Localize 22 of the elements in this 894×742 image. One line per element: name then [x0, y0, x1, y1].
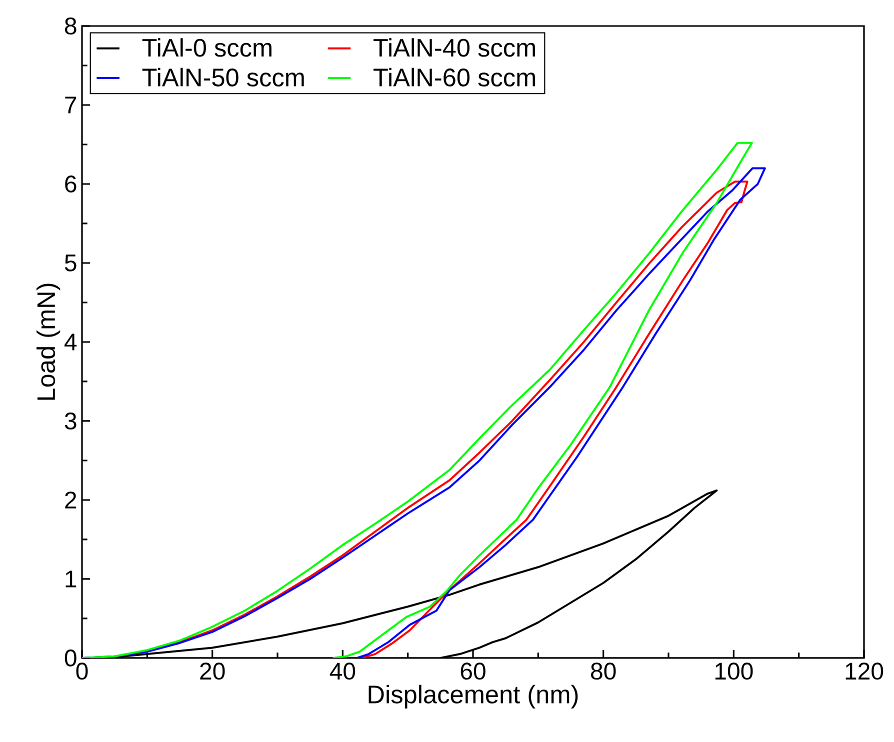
x-tick-label: 0: [76, 662, 88, 680]
x-tick-label: 40: [330, 662, 356, 680]
y-tick-label: 8: [64, 17, 76, 34]
y-tick-label: 1: [66, 570, 76, 588]
y-tick-label: 7: [65, 96, 76, 114]
x-tick-label: 20: [200, 662, 225, 680]
y-tick-label: 5: [64, 254, 76, 272]
x-tick-label: 100: [715, 662, 753, 680]
y-tick-label: 0: [64, 649, 76, 666]
legend-label: TiAlN-60 sccm: [374, 68, 535, 86]
x-tick-label: 80: [591, 662, 616, 680]
legend-label: TiAlN-50 sccm: [142, 68, 304, 86]
legend-label: TiAlN-40 sccm: [374, 38, 535, 57]
y-axis-title: Load (mN): [36, 284, 60, 400]
y-tick-label: 6: [65, 175, 76, 192]
y-tick-label: 3: [64, 412, 76, 430]
y-tick-label: 2: [65, 492, 76, 508]
x-tick-label: 120: [846, 662, 884, 680]
x-tick-label: 60: [460, 662, 486, 680]
legend-label: TiAl-0 sccm: [142, 38, 272, 57]
x-axis-title: Displacement (nm): [368, 684, 578, 708]
y-tick-label: 4: [64, 334, 77, 350]
